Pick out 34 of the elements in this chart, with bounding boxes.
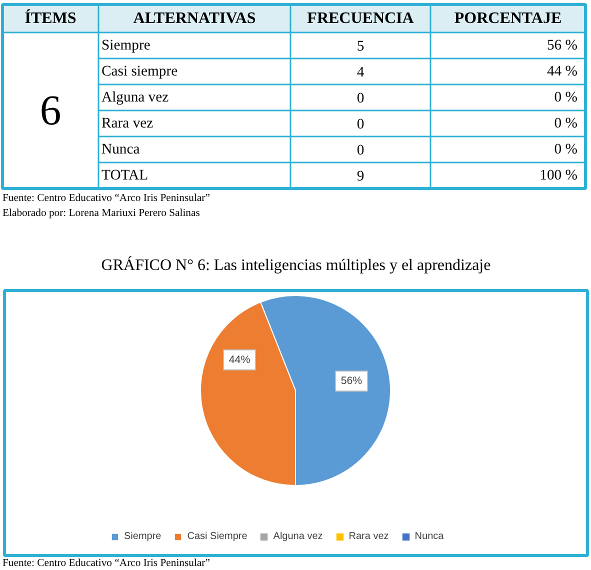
text: 6: [40, 88, 62, 134]
legend-label: Nunca: [414, 531, 444, 542]
legend-label: Rara vez: [348, 531, 389, 542]
text: Alguna vez: [102, 90, 170, 106]
text: 0: [356, 142, 364, 158]
text: Elaborado por: Lorena Mariuxi Perero Salinas: [2, 208, 200, 219]
legend-label: Alguna vez: [273, 531, 323, 542]
data-label: 56%: [340, 375, 363, 388]
text: PORCENTAJE: [454, 10, 562, 27]
text: 0: [356, 116, 364, 132]
text: 44 %: [546, 64, 578, 80]
source-note: Fuente: Centro Educativo “Arco Iris Peninsular”: [2, 558, 210, 569]
text: 100 %: [540, 168, 578, 184]
text: ALTERNATIVAS: [133, 10, 256, 27]
data-label: 44%: [228, 354, 251, 366]
legend-label: Casi Siempre: [187, 531, 248, 542]
text: 0 %: [554, 142, 578, 158]
text: 4: [356, 64, 365, 80]
chart-title: GRÁFICO N° 6: Las inteligencias múltiples y el aprendizaje: [101, 256, 491, 274]
text: FRECUENCIA: [307, 10, 414, 27]
text: 0: [356, 90, 364, 106]
text: Nunca: [102, 142, 140, 158]
text: 56 %: [546, 38, 578, 54]
text: Rara vez: [102, 116, 154, 132]
text: ÍTEMS: [24, 9, 76, 27]
source-note: Fuente: Centro Educativo “Arco Iris Peninsular”: [2, 193, 210, 204]
text: 5: [356, 38, 364, 54]
text: 0 %: [554, 90, 578, 106]
text: Casi siempre: [102, 64, 178, 80]
text: 0 %: [554, 116, 578, 132]
text: 9: [356, 168, 364, 184]
text: Siempre: [102, 38, 150, 54]
legend-label: Siempre: [124, 531, 162, 542]
text: TOTAL: [102, 168, 148, 184]
